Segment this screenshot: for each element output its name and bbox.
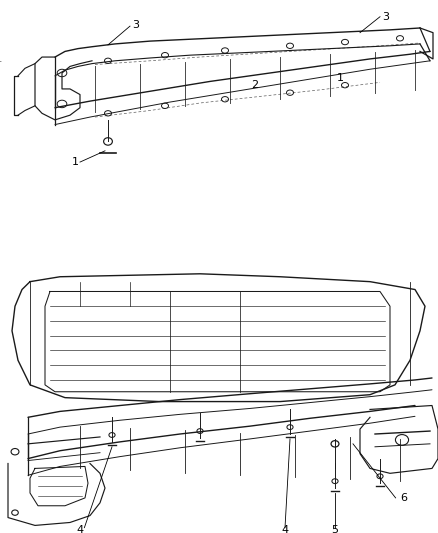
Text: 1: 1 (72, 157, 79, 167)
Text: FRONT: FRONT (0, 61, 2, 66)
Text: 3: 3 (382, 12, 389, 22)
Text: 5: 5 (332, 526, 339, 533)
Text: 2: 2 (251, 80, 258, 90)
Text: 4: 4 (77, 526, 84, 533)
Text: 1: 1 (336, 72, 343, 83)
Text: 6: 6 (400, 493, 407, 503)
Text: 4: 4 (282, 526, 289, 533)
Text: 3: 3 (132, 20, 139, 30)
